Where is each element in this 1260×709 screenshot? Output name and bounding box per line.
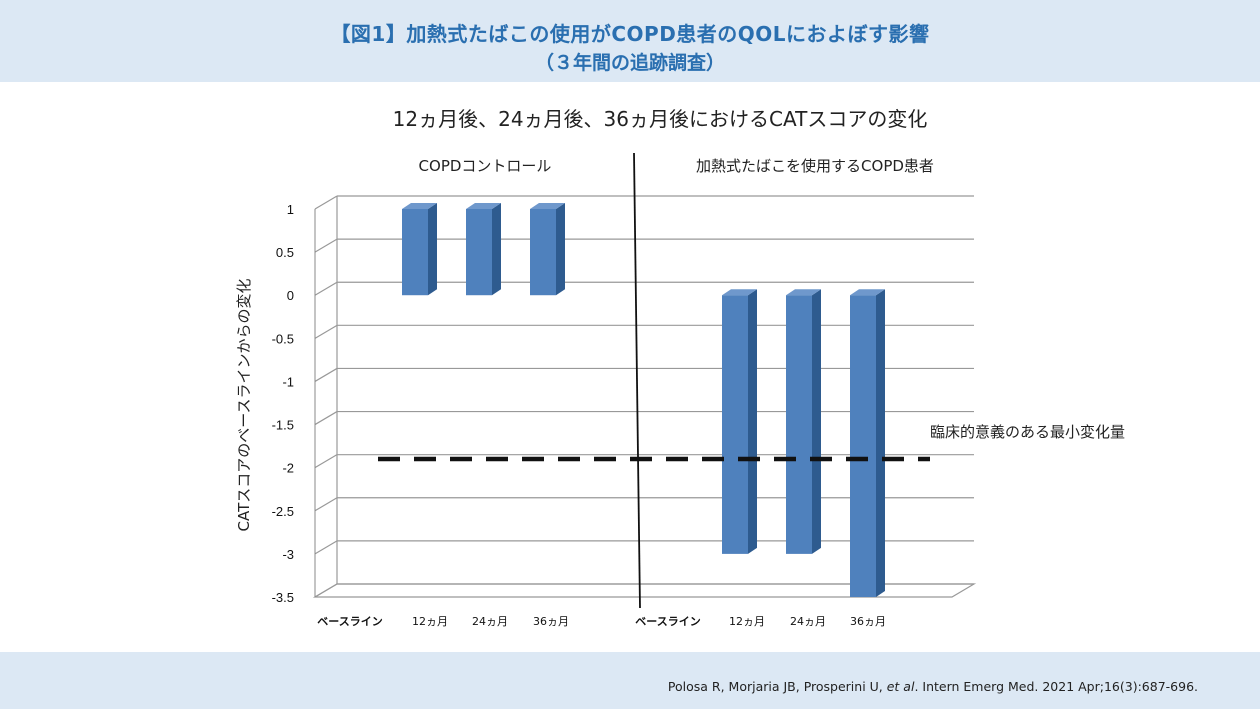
group-divider [633, 152, 641, 609]
y-tick-label: -3 [282, 547, 294, 562]
gridline-depth [314, 195, 338, 210]
citation-source: . Intern Emerg Med. 2021 Apr;16(3):687-6… [914, 679, 1198, 694]
x-tick-label: ベースライン [317, 615, 382, 628]
bar [722, 295, 748, 554]
citation: Polosa R, Morjaria JB, Prosperini U, et … [668, 679, 1198, 694]
page-subtitle: （３年間の追跡調査） [534, 52, 725, 74]
x-tick-label: 12ヵ月 [729, 615, 765, 628]
chart-title: 12ヵ月後、24ヵ月後、36ヵ月後におけるCATスコアの変化 [392, 107, 928, 131]
page-title: 【図1】加熱式たばこの使用がCOPD患者のQOLにおよぼす影響 [330, 22, 930, 46]
y-tick-label: -0.5 [272, 331, 294, 346]
bar-top [786, 289, 821, 296]
bar [530, 209, 556, 296]
y-tick-label: -1.5 [272, 418, 294, 433]
gridline-depth [314, 367, 338, 382]
gridline-depth [314, 238, 338, 253]
group-label-control: COPDコントロール [419, 157, 552, 175]
x-tick-label: 12ヵ月 [412, 615, 448, 628]
gridline-depth [314, 454, 338, 469]
x-tick-label: 36ヵ月 [850, 615, 886, 628]
y-tick-label: 0 [287, 288, 294, 303]
bar-side [492, 203, 501, 296]
bar [466, 209, 492, 296]
bar-side [876, 289, 885, 597]
x-tick-label: 24ヵ月 [790, 615, 826, 628]
bar-side [428, 203, 437, 296]
group-label-hnb: 加熱式たばこを使用するCOPD患者 [696, 157, 934, 175]
bar [850, 295, 876, 597]
y-tick-label: -3.5 [272, 590, 294, 605]
header-band: 【図1】加熱式たばこの使用がCOPD患者のQOLにおよぼす影響 （３年間の追跡調… [0, 0, 1260, 82]
footer-band: Polosa R, Morjaria JB, Prosperini U, et … [0, 652, 1260, 709]
bar-top [402, 203, 437, 209]
y-tick-label: -2.5 [272, 504, 294, 519]
bar [402, 209, 428, 296]
bar-top [466, 203, 501, 209]
bar-top [850, 289, 885, 296]
gridline-depth [314, 540, 338, 555]
plot-floor [312, 583, 977, 598]
citation-authors: Polosa R, Morjaria JB, Prosperini U, [667, 679, 887, 694]
y-tick-label: 1 [287, 202, 294, 217]
gridline-depth [314, 497, 338, 512]
bar-top [722, 289, 757, 296]
bar-top [530, 203, 565, 209]
y-tick-label: -1 [282, 374, 294, 389]
y-tick-label: 0.5 [276, 245, 294, 260]
x-tick-label: 36ヵ月 [533, 615, 569, 628]
x-tick-label: ベースライン [635, 615, 700, 628]
citation-et-al: et al [886, 679, 915, 694]
bar-side [812, 289, 821, 554]
y-tick-label: -2 [282, 461, 294, 476]
bar [786, 295, 812, 554]
gridline-depth [314, 281, 338, 296]
bar-side [556, 203, 565, 296]
gridline-depth [314, 324, 338, 339]
y-axis-label: CATスコアのベースラインからの変化 [235, 279, 253, 532]
x-tick-label: 24ヵ月 [472, 615, 508, 628]
gridline-depth [314, 411, 338, 426]
reference-line-label: 臨床的意義のある最小変化量 [930, 423, 1125, 441]
bar-side [748, 289, 757, 554]
